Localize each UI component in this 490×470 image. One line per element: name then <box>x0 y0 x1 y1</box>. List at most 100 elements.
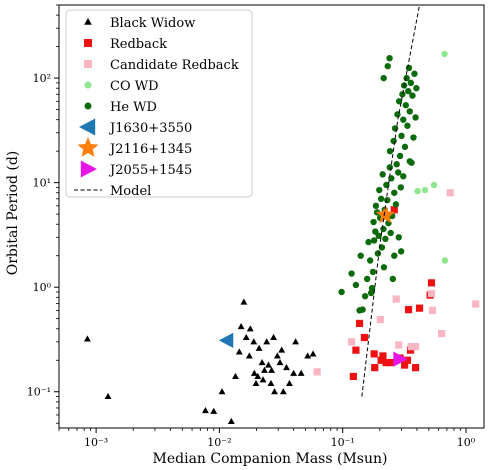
model-line-layer <box>361 4 421 397</box>
point-he-wd <box>405 64 413 72</box>
point-redback <box>401 361 409 369</box>
x-axis-label: Median Companion Mass (Msun) <box>153 451 388 467</box>
point-he-wd <box>348 270 355 277</box>
point-black-widow <box>265 361 272 368</box>
point-candidate-redback <box>411 343 420 351</box>
point-candidate-redback <box>347 338 356 346</box>
point-he-wd <box>370 218 377 226</box>
point-he-wd <box>375 232 382 240</box>
point-he-wd <box>374 250 382 257</box>
point-black-widow <box>232 372 239 379</box>
legend-label: CO WD <box>110 79 159 94</box>
point-he-wd <box>395 169 402 176</box>
point-he-wd <box>390 137 397 145</box>
point-he-wd <box>389 275 397 283</box>
point-he-wd <box>407 79 415 87</box>
point-candidate-redback <box>428 306 437 314</box>
point-he-wd <box>338 288 345 296</box>
point-black-widow <box>240 298 248 305</box>
legend-marker <box>84 60 92 68</box>
point-he-wd <box>386 147 394 155</box>
point-candidate-redback <box>313 368 321 376</box>
point-he-wd <box>363 275 371 283</box>
y-tick-label: 10⁻¹ <box>27 386 51 399</box>
point-redback <box>360 333 369 342</box>
legend-label: J2116+1345 <box>108 142 192 157</box>
point-he-wd <box>380 74 387 82</box>
point-black-widow <box>218 388 226 395</box>
point-he-wd <box>367 289 375 297</box>
point-co-wd <box>430 181 438 189</box>
point-black-widow <box>278 346 286 353</box>
point-black-widow <box>246 325 254 332</box>
y-tick-label: 10⁰ <box>33 281 52 294</box>
point-co-wd <box>441 50 448 58</box>
legend-label: He WD <box>110 100 157 115</box>
point-redback <box>411 364 420 372</box>
x-tick-label: 10⁻³ <box>84 436 108 449</box>
point-he-wd <box>365 238 372 246</box>
point-black-widow <box>245 352 253 359</box>
point-black-widow <box>268 366 276 373</box>
point-j1630-3550 <box>218 332 234 348</box>
point-black-widow <box>283 364 290 371</box>
point-he-wd <box>368 284 376 292</box>
point-he-wd <box>412 114 419 121</box>
point-black-widow <box>297 369 305 376</box>
point-he-wd <box>352 281 360 289</box>
point-he-wd <box>359 306 366 313</box>
point-he-wd <box>382 235 389 243</box>
point-j2055-1545 <box>393 351 408 367</box>
point-he-wd <box>402 102 410 109</box>
x-axis-ticks: 10⁻³ 10⁻² 10⁻¹ 10⁰ <box>58 428 476 449</box>
point-redback <box>404 306 413 314</box>
point-candidate-redback <box>438 329 446 338</box>
point-black-widow <box>309 350 317 357</box>
point-black-widow <box>286 379 293 386</box>
point-he-wd <box>377 195 385 203</box>
point-redback <box>427 279 436 287</box>
point-redback <box>377 356 385 364</box>
point-black-widow <box>254 372 262 379</box>
point-redback <box>349 372 357 381</box>
point-black-widow <box>83 335 91 342</box>
point-he-wd <box>391 252 398 259</box>
point-black-widow <box>267 379 275 386</box>
x-tick-label: 10⁻² <box>207 436 231 449</box>
point-redback <box>403 356 412 364</box>
point-he-wd <box>403 74 410 82</box>
point-redback <box>352 346 360 354</box>
point-he-wd <box>391 125 399 132</box>
point-black-widow <box>242 333 250 341</box>
legend: Black Widow Redback Candidate Redback CO WD… <box>65 9 253 199</box>
point-black-widow <box>201 407 209 414</box>
point-redback <box>415 304 424 312</box>
point-j2116-1345 <box>375 205 395 224</box>
point-he-wd <box>391 189 398 196</box>
point-redback <box>370 350 378 358</box>
point-he-wd <box>399 91 406 98</box>
point-he-wd <box>380 264 388 271</box>
point-he-wd <box>386 54 393 62</box>
point-candidate-redback <box>395 341 403 349</box>
legend-label: Black Widow <box>110 16 195 31</box>
legend-label: J1630+3550 <box>108 121 192 136</box>
point-he-wd <box>410 134 417 141</box>
point-he-wd <box>404 122 411 129</box>
point-black-widow <box>271 388 278 395</box>
point-black-widow <box>290 369 298 376</box>
point-he-wd <box>400 173 407 180</box>
legend-box <box>65 9 253 198</box>
point-redback <box>355 319 364 328</box>
point-co-wd <box>441 257 449 264</box>
point-he-wd <box>384 196 391 204</box>
point-black-widow <box>279 388 287 395</box>
point-he-wd <box>361 292 369 300</box>
point-candidate-redback <box>376 315 384 324</box>
point-candidate-redback <box>407 343 415 351</box>
plot-frame <box>58 4 485 429</box>
point-he-wd <box>370 237 378 244</box>
point-he-wd <box>369 268 377 276</box>
point-he-wd <box>397 248 405 255</box>
